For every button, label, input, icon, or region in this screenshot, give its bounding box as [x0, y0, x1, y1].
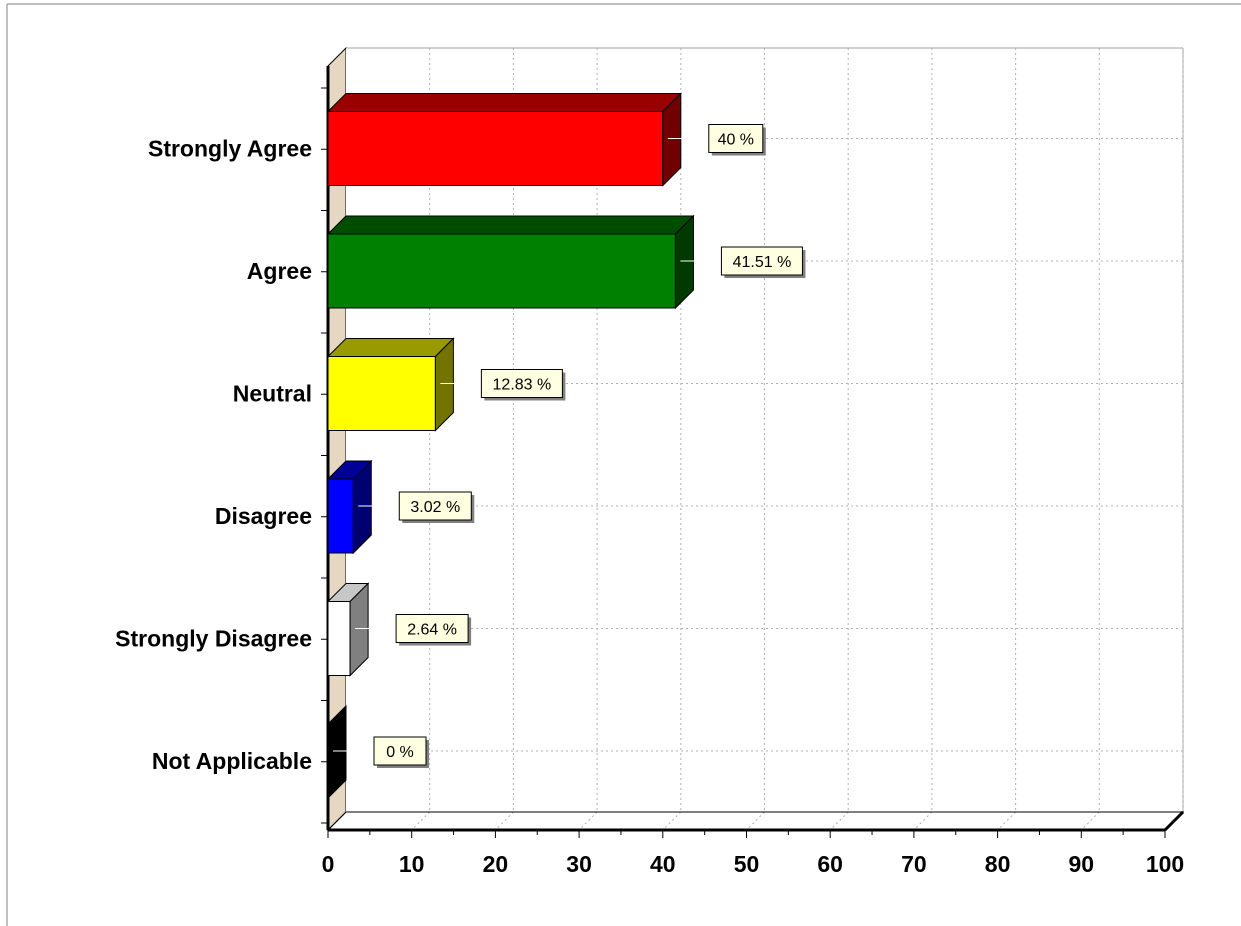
bar-side-face [349, 582, 369, 677]
data-label-box [720, 246, 803, 276]
bar-side-face [662, 92, 682, 187]
bar-not-applicable: 0 % [327, 704, 429, 800]
bar-front-face [327, 111, 664, 186]
x-tick-label-60: 60 [817, 851, 843, 877]
category-label-4: Strongly Disagree [115, 626, 312, 652]
bar-disagree: 3.02 % [326, 459, 475, 555]
floor-gridline-x-60 [829, 811, 849, 831]
category-label-5: Not Applicable [152, 748, 312, 774]
category-label-1: Agree [247, 258, 312, 284]
bar-side-face [674, 214, 694, 310]
bar-front-face [327, 478, 354, 554]
floor-gridline-x-80 [997, 811, 1016, 831]
bar-agree: 41.51 % [326, 214, 806, 310]
data-label-box [398, 491, 472, 521]
floor-gridline-x-40 [662, 811, 682, 831]
bar-front-face [327, 356, 436, 431]
bar-side-face [352, 459, 372, 555]
floor-gridline-x-20 [495, 811, 514, 831]
data-label-box [708, 124, 764, 153]
data-label-3: 3.02 % [410, 499, 460, 516]
x-tick-label-70: 70 [901, 851, 927, 877]
x-axis-depth-edge [1163, 810, 1185, 832]
data-label-2: 12.83 % [493, 377, 552, 394]
bar-top-face [326, 93, 683, 112]
bar-side-face [434, 337, 454, 432]
data-label-box [373, 736, 427, 766]
category-label-3: Disagree [215, 503, 312, 529]
bar-neutral: 12.83 % [326, 337, 566, 432]
data-label-0: 40 % [718, 132, 754, 149]
x-tick-label-80: 80 [985, 851, 1011, 877]
floor-gridline-x-30 [578, 811, 598, 831]
bar-top-face [326, 215, 695, 235]
x-tick-label-100: 100 [1146, 851, 1184, 877]
x-tick-label-30: 30 [566, 851, 592, 877]
bar-front-face [327, 601, 351, 676]
x-tick-label-40: 40 [650, 851, 676, 877]
x-tick-label-50: 50 [734, 851, 760, 877]
data-label-box [480, 369, 563, 398]
floor-gridline-x-10 [411, 811, 431, 831]
floor-gridline-x-70 [913, 811, 933, 831]
x-tick-label-10: 10 [399, 851, 425, 877]
floor-gridline-x-50 [746, 811, 765, 831]
bar-front-face [327, 233, 676, 309]
bar-top-face [326, 338, 455, 357]
data-label-5: 0 % [386, 744, 414, 761]
bar-strongly-agree: 40 % [326, 92, 766, 187]
bar-side-face [327, 704, 347, 800]
data-label-box [395, 614, 469, 643]
category-label-0: Strongly Agree [148, 136, 312, 162]
x-tick-label-20: 20 [483, 851, 509, 877]
category-label-2: Neutral [233, 381, 312, 407]
floor [326, 811, 1185, 831]
x-tick-label-0: 0 [322, 851, 335, 877]
data-label-1: 41.51 % [733, 254, 792, 271]
bar-strongly-disagree: 2.64 % [326, 582, 472, 677]
x-tick-label-90: 90 [1069, 851, 1095, 877]
floor-gridline-x-90 [1080, 811, 1100, 831]
data-label-4: 2.64 % [407, 622, 457, 639]
